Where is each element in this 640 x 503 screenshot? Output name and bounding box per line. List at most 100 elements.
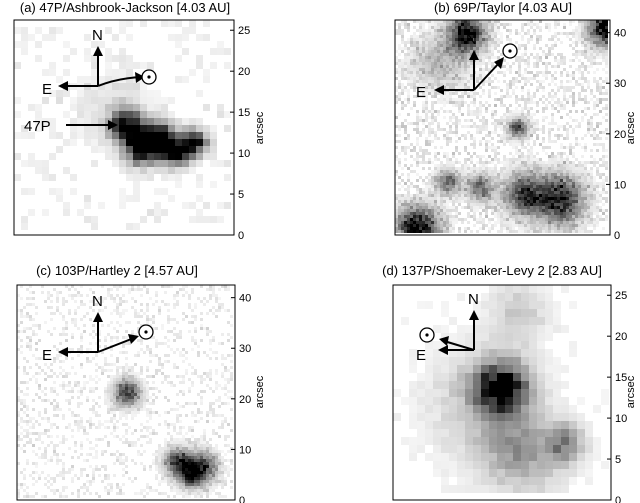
- pixel: [587, 185, 590, 188]
- pixel: [491, 35, 494, 38]
- pixel: [119, 411, 122, 414]
- pixel: [126, 104, 133, 111]
- pixel: [29, 348, 32, 351]
- pixel: [182, 139, 189, 146]
- pixel: [49, 62, 56, 69]
- pixel: [563, 137, 566, 140]
- pixel: [563, 98, 566, 101]
- pixel: [404, 215, 407, 218]
- pixel: [476, 110, 479, 113]
- pixel: [563, 218, 566, 221]
- pixel: [596, 200, 599, 203]
- pixel: [401, 173, 404, 176]
- pixel: [449, 209, 452, 212]
- pixel: [413, 50, 416, 53]
- pixel: [29, 303, 32, 306]
- pixel: [122, 345, 125, 348]
- pixel: [530, 197, 533, 200]
- pixel: [133, 223, 140, 230]
- pixel: [105, 111, 112, 118]
- pixel: [503, 80, 506, 83]
- pixel: [461, 185, 464, 188]
- pixel: [554, 215, 557, 218]
- pixel: [461, 41, 464, 44]
- pixel: [398, 212, 401, 215]
- pixel: [593, 26, 596, 29]
- pixel: [539, 86, 542, 89]
- pixel: [443, 80, 446, 83]
- pixel: [92, 390, 95, 393]
- pixel: [449, 119, 452, 122]
- pixel: [431, 50, 434, 53]
- pixel: [554, 56, 557, 59]
- pixel: [419, 212, 422, 215]
- pixel: [446, 200, 449, 203]
- pixel: [95, 402, 98, 405]
- pixel: [602, 218, 605, 221]
- pixel: [455, 47, 458, 50]
- pixel: [596, 149, 599, 152]
- pixel: [452, 197, 455, 200]
- pixel: [14, 62, 21, 69]
- pixel: [470, 215, 473, 218]
- pixel: [434, 56, 437, 59]
- pixel: [68, 312, 71, 315]
- pixel: [473, 224, 476, 227]
- pixel: [527, 32, 530, 35]
- pixel: [28, 34, 35, 41]
- pixel: [602, 98, 605, 101]
- pixel: [182, 312, 185, 315]
- pixel: [65, 375, 68, 378]
- pixel: [587, 83, 590, 86]
- pixel: [446, 185, 449, 188]
- pixel: [455, 215, 458, 218]
- pixel: [74, 324, 77, 327]
- pixel: [455, 173, 458, 176]
- pixel: [578, 41, 581, 44]
- pixel: [188, 390, 191, 393]
- pixel: [140, 366, 143, 369]
- pixel: [494, 179, 497, 182]
- pixel: [422, 41, 425, 44]
- pixel: [407, 230, 410, 233]
- pixel: [452, 209, 455, 212]
- pixel: [554, 185, 557, 188]
- pixel: [221, 303, 224, 306]
- pixel: [530, 131, 533, 134]
- pixel: [524, 197, 527, 200]
- pixel: [521, 143, 524, 146]
- pixel: [452, 131, 455, 134]
- pixel: [443, 200, 446, 203]
- pixel: [455, 119, 458, 122]
- pixel: [506, 86, 509, 89]
- pixel: [560, 80, 563, 83]
- pixel: [518, 59, 521, 62]
- pixel: [110, 336, 113, 339]
- pixel: [497, 158, 500, 161]
- pixel: [62, 384, 65, 387]
- pixel: [119, 372, 122, 375]
- pixel: [527, 203, 530, 206]
- pixel: [146, 348, 149, 351]
- pixel: [542, 164, 545, 167]
- pixel: [440, 167, 443, 170]
- pixel: [70, 125, 77, 132]
- pixel: [131, 378, 134, 381]
- pixel: [95, 354, 98, 357]
- pixel: [446, 38, 449, 41]
- pixel: [473, 137, 476, 140]
- pixel: [530, 128, 533, 131]
- pixel: [455, 179, 458, 182]
- pixel: [224, 357, 227, 360]
- pixel: [140, 294, 143, 297]
- pixel: [521, 170, 524, 173]
- pixel: [602, 173, 605, 176]
- pixel: [482, 194, 485, 197]
- pixel: [91, 104, 98, 111]
- pixel: [404, 98, 407, 101]
- pixel: [584, 32, 587, 35]
- pixel: [581, 227, 584, 230]
- pixel: [503, 164, 506, 167]
- pixel: [407, 50, 410, 53]
- pixel: [479, 176, 482, 179]
